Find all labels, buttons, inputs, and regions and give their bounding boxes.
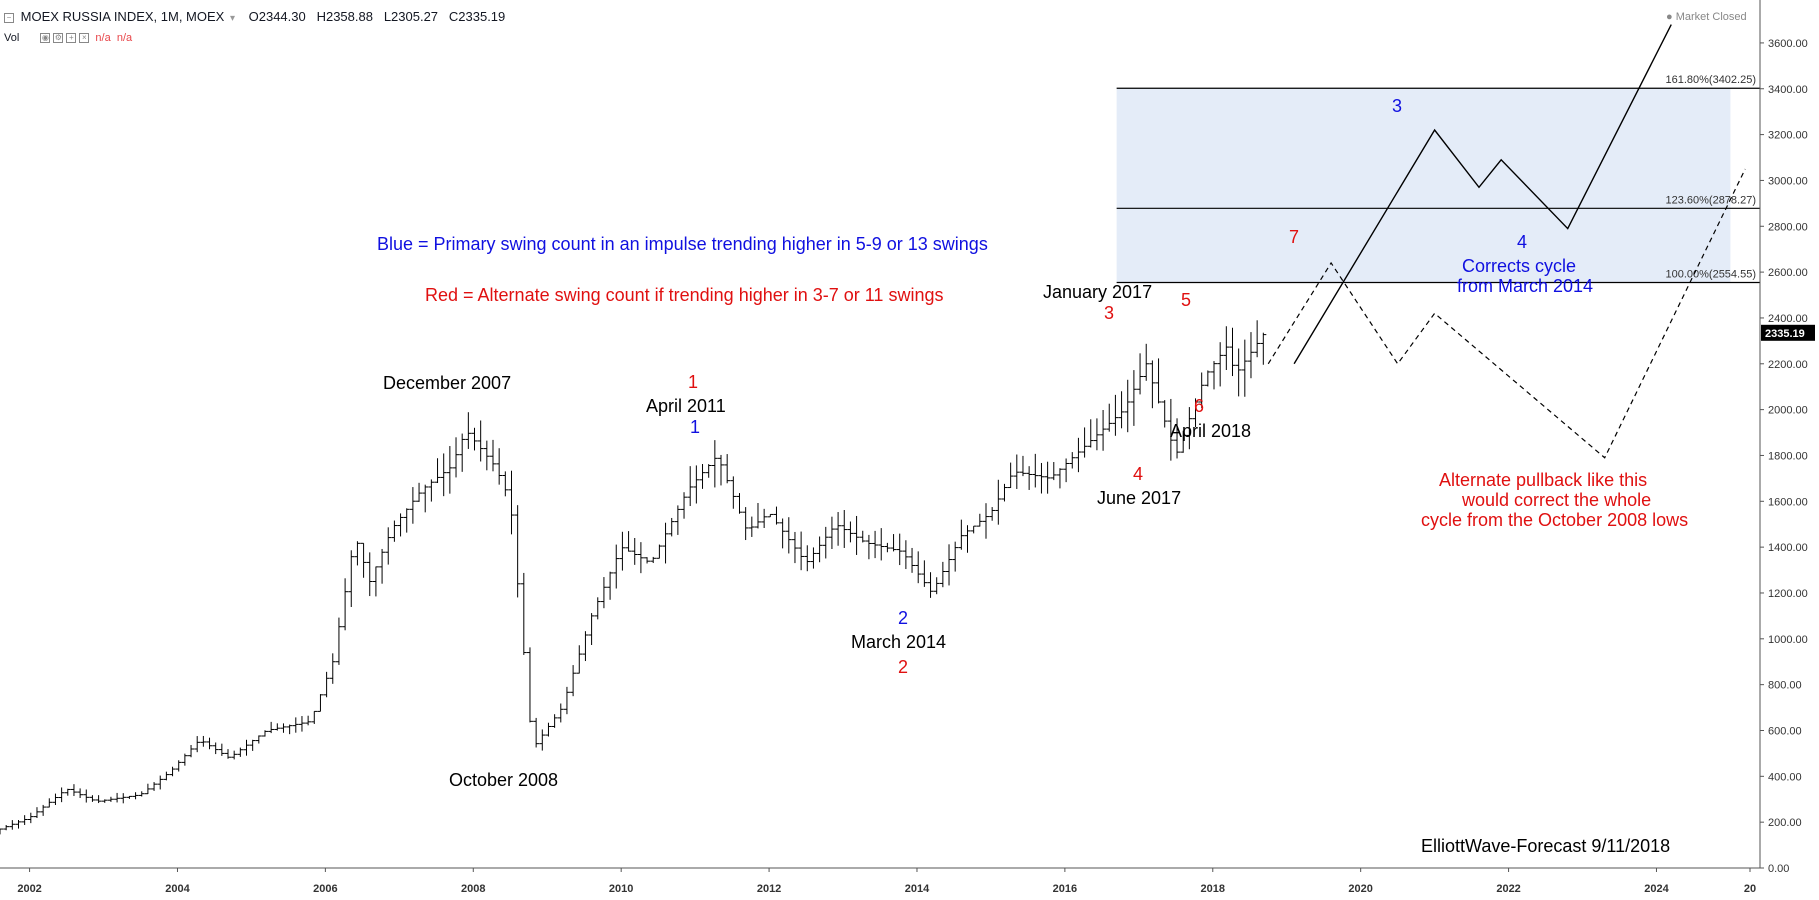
dropdown-chevron-icon[interactable]: ▾ xyxy=(229,13,235,24)
y-tick-label-16: 400.00 xyxy=(1768,771,1802,783)
blue-count-4: 4 xyxy=(1517,232,1527,252)
x-tick-label-0: 2002 xyxy=(17,883,41,895)
ohlc-high: H2358.88 xyxy=(316,9,373,24)
market-status-dot-icon: ● xyxy=(1666,11,1673,23)
fib-label-0: 161.80%(3402.25) xyxy=(1665,74,1756,86)
label-june-2017: June 2017 xyxy=(1097,488,1181,508)
x-tick-label-7: 2016 xyxy=(1053,883,1077,895)
red-count-6: 6 xyxy=(1194,396,1204,416)
red-count-4: 4 xyxy=(1133,464,1143,484)
label-january-2017: January 2017 xyxy=(1043,282,1152,302)
y-tick-label-18: 0.00 xyxy=(1768,863,1789,875)
watermark: ElliottWave-Forecast 9/11/2018 xyxy=(1421,836,1670,856)
settings-icon[interactable]: ⚙ xyxy=(53,33,64,44)
x-tick-label-12: 20 xyxy=(1744,883,1756,895)
alternate-note-line3: cycle from the October 2008 lows xyxy=(1421,510,1688,530)
eye-icon[interactable]: ◉ xyxy=(40,33,51,44)
red-count-5: 5 xyxy=(1181,290,1191,310)
ohlc-low: L2305.27 xyxy=(383,9,439,24)
x-tick-label-10: 2022 xyxy=(1496,883,1520,895)
y-tick-label-1: 3400.00 xyxy=(1768,84,1808,96)
market-status-text: Market Closed xyxy=(1675,11,1747,23)
ohlc-open: O2344.30 xyxy=(248,9,306,24)
red-count-7: 7 xyxy=(1289,227,1299,247)
vol-label[interactable]: Vol xyxy=(4,32,20,44)
blue-count-3: 3 xyxy=(1392,96,1402,116)
red-count-2: 2 xyxy=(898,657,908,677)
y-tick-label-4: 2800.00 xyxy=(1768,221,1808,233)
last-price-badge xyxy=(1761,324,1815,341)
y-tick-label-11: 1400.00 xyxy=(1768,542,1808,554)
x-tick-label-6: 2014 xyxy=(905,883,930,895)
price-bars xyxy=(0,320,1267,835)
label-march-2014: March 2014 xyxy=(851,632,946,652)
projection-alternate-path xyxy=(1267,168,1746,459)
y-tick-label-2: 3200.00 xyxy=(1768,130,1808,142)
label-october-2008: October 2008 xyxy=(449,770,558,790)
label-april-2018: April 2018 xyxy=(1170,421,1251,441)
target-zone xyxy=(1116,88,1731,283)
y-tick-label-15: 600.00 xyxy=(1768,725,1802,737)
x-tick-label-8: 2018 xyxy=(1201,883,1225,895)
x-tick-label-3: 2008 xyxy=(461,883,485,895)
x-tick-label-9: 2020 xyxy=(1348,883,1372,895)
x-tick-label-1: 2004 xyxy=(165,883,190,895)
alternate-note-line1: Alternate pullback like this xyxy=(1439,470,1647,490)
close-icon[interactable]: × xyxy=(79,33,90,44)
label-april-2011: April 2011 xyxy=(646,396,726,416)
symbol-title[interactable]: MOEX RUSSIA INDEX, 1M, MOEX xyxy=(20,9,225,24)
y-tick-label-3: 3000.00 xyxy=(1768,175,1808,187)
y-tick-label-0: 3600.00 xyxy=(1768,38,1808,50)
fib-label-2: 100.00%(2554.55) xyxy=(1665,269,1756,281)
fibonacci-levels: 161.80%(3402.25) 123.60%(2878.27) 100.00%(… xyxy=(1116,74,1760,284)
target-zone-layer xyxy=(1116,88,1731,283)
add-icon[interactable]: + xyxy=(66,33,77,44)
y-tick-label-5: 2600.00 xyxy=(1768,267,1808,279)
ohlc-close: C2335.19 xyxy=(448,9,506,24)
red-count-3: 3 xyxy=(1104,303,1114,323)
blue-count-1: 1 xyxy=(690,417,700,437)
annotations: Blue = Primary swing count in an impulse… xyxy=(377,96,1688,856)
y-tick-label-7: 2200.00 xyxy=(1768,359,1808,371)
last-price-label: 2335.19 xyxy=(1765,328,1805,340)
x-tick-label-11: 2024 xyxy=(1644,883,1669,895)
volume-legend: Vol ◉ ⚙ + × n/a n/a xyxy=(4,32,132,44)
corrects-cycle-line2: from March 2014 xyxy=(1457,276,1593,296)
y-tick-label-9: 1800.00 xyxy=(1768,450,1808,462)
market-status: ● Market Closed xyxy=(1666,11,1747,23)
collapse-icon[interactable]: − xyxy=(4,12,14,23)
x-tick-label-2: 2006 xyxy=(313,883,337,895)
alternate-note-line2: would correct the whole xyxy=(1461,490,1651,510)
y-tick-label-6: 2400.00 xyxy=(1768,313,1808,325)
x-tick-label-5: 2012 xyxy=(757,883,781,895)
projection-primary-path xyxy=(1293,24,1672,365)
y-tick-label-12: 1200.00 xyxy=(1768,588,1808,600)
chart-header: − MOEX RUSSIA INDEX, 1M, MOEX ▾ O2344.30… xyxy=(4,9,505,24)
vol-value-1: n/a xyxy=(95,32,111,44)
y-tick-label-14: 800.00 xyxy=(1768,680,1802,692)
legend-blue: Blue = Primary swing count in an impulse… xyxy=(377,234,988,254)
corrects-cycle-line1: Corrects cycle xyxy=(1462,256,1576,276)
y-tick-label-10: 1600.00 xyxy=(1768,496,1808,508)
fib-label-1: 123.60%(2878.27) xyxy=(1665,194,1756,206)
label-december-2007: December 2007 xyxy=(383,373,511,393)
legend-red: Red = Alternate swing count if trending … xyxy=(425,285,943,305)
y-tick-label-17: 200.00 xyxy=(1768,817,1802,829)
red-count-1: 1 xyxy=(688,372,698,392)
y-tick-label-13: 1000.00 xyxy=(1768,634,1808,646)
y-tick-label-8: 2000.00 xyxy=(1768,405,1808,417)
x-tick-label-4: 2010 xyxy=(609,883,633,895)
blue-count-2: 2 xyxy=(898,608,908,628)
vol-value-2: n/a xyxy=(116,32,133,44)
projection-paths xyxy=(1267,24,1746,459)
